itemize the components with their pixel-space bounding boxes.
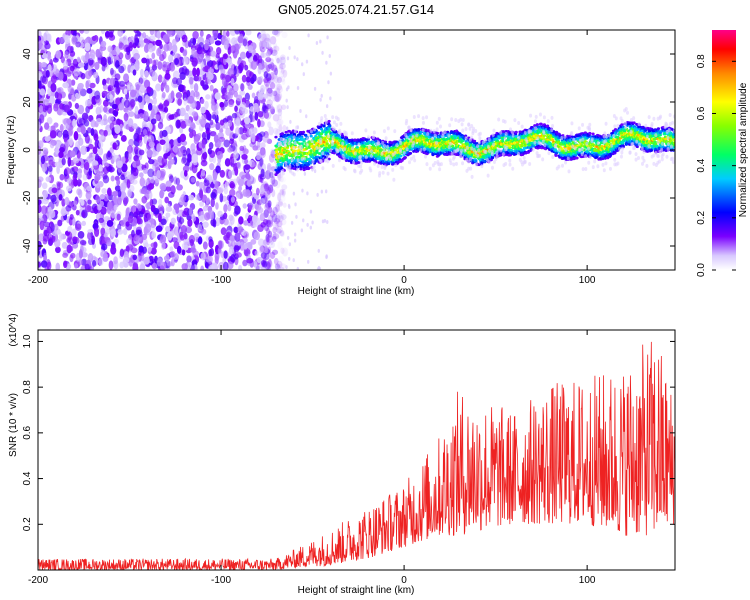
top-x-tick-label: -100	[211, 275, 231, 286]
bottom-x-axis-label: Height of straight line (km)	[298, 585, 415, 596]
bottom-y-multiplier: (x10^4)	[8, 313, 19, 346]
bottom-y-ticks: 0.2 0.4 0.6 0.8 1.0	[22, 334, 675, 531]
top-y-axis-label: Frequency (Hz)	[6, 116, 17, 185]
snr-series-line	[38, 341, 675, 570]
top-x-tick-label: 0	[401, 275, 407, 286]
bottom-y-tick-label: 1.0	[22, 334, 33, 348]
colorbar: 0.0 0.2 0.4 0.6 0.8 Normalized spectral ampl…	[696, 30, 749, 277]
chart-title: GN05.2025.074.21.57.G14	[278, 2, 434, 17]
colorbar-tick-label: 0.8	[696, 54, 707, 68]
top-x-axis-label: Height of straight line (km)	[298, 286, 415, 297]
top-y-tick-label: 20	[22, 96, 33, 108]
bottom-x-tick-label: -100	[211, 575, 231, 586]
top-x-ticks: -200 -100 0 100	[28, 30, 596, 286]
bottom-y-tick-label: 0.4	[22, 471, 33, 485]
bottom-y-tick-label: 0.8	[22, 380, 33, 394]
bottom-x-tick-label: 100	[579, 575, 596, 586]
snr-frame	[37, 329, 676, 571]
colorbar-ticks: 0.0 0.2 0.4 0.6 0.8	[696, 54, 736, 277]
bottom-y-axis-label: SNR (10 * v/v)	[8, 393, 19, 457]
bottom-x-ticks: -200 -100 0 100	[28, 330, 596, 586]
snr-panel: -200 -100 0 100 0.2 0.4 0.6 0.8 1.0 Height of s…	[8, 313, 676, 596]
bottom-y-tick-label: 0.2	[22, 517, 33, 531]
colorbar-label: Normalized spectral amplitude	[738, 82, 749, 217]
colorbar-tick-label: 0.6	[696, 106, 707, 120]
bottom-y-tick-label: 0.6	[22, 425, 33, 439]
top-y-tick-label: -20	[22, 190, 33, 205]
colorbar-tick-label: 0.4	[696, 158, 707, 172]
top-y-ticks: -40 -20 0 20 40	[22, 48, 675, 253]
bottom-x-tick-label: 0	[401, 575, 407, 586]
colorbar-tick-label: 0.0	[696, 263, 707, 277]
spectrogram-image	[38, 30, 675, 270]
top-y-tick-label: -40	[22, 238, 33, 253]
colorbar-tick-label: 0.2	[696, 210, 707, 224]
bottom-x-tick-label: -200	[28, 575, 48, 586]
top-x-tick-label: -200	[28, 275, 48, 286]
colorbar-gradient	[712, 30, 736, 270]
top-x-tick-label: 100	[579, 275, 596, 286]
top-y-tick-label: 0	[22, 147, 33, 153]
top-y-tick-label: 40	[22, 48, 33, 60]
